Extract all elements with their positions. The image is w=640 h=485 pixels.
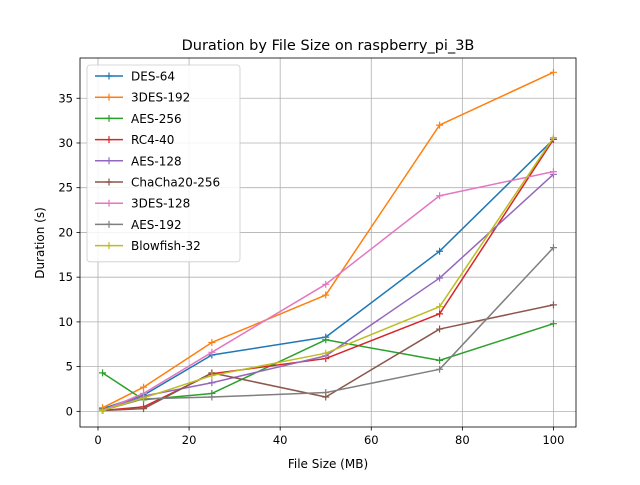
legend-marker <box>105 72 113 80</box>
data-point-marker <box>549 168 557 176</box>
data-point-marker <box>436 325 444 333</box>
y-tick-label: 15 <box>58 270 73 284</box>
legend-marker <box>105 199 113 207</box>
y-tick-label: 5 <box>66 360 73 374</box>
legend-label: ChaCha20-256 <box>131 176 220 190</box>
legend-marker <box>105 157 113 165</box>
data-point-marker <box>436 247 444 255</box>
legend-item: Blowfish-32 <box>95 239 201 253</box>
legend: DES-64 3DES-192 AES-256 RC4-40 AES-128 ChaCha… <box>86 64 241 263</box>
data-point-marker <box>322 336 330 344</box>
y-tick-label: 10 <box>58 315 73 329</box>
series-line-chacha20-256 <box>102 304 554 412</box>
legend-marker <box>105 93 113 101</box>
y-tick-label: 20 <box>58 225 73 239</box>
legend-marker <box>105 136 113 144</box>
series-line-3des-128 <box>102 170 554 412</box>
legend-item: ChaCha20-256 <box>95 176 220 190</box>
legend-marker <box>105 220 113 228</box>
data-point-marker <box>322 389 330 397</box>
x-tick-label: 40 <box>273 433 288 447</box>
data-point-marker <box>549 244 557 252</box>
x-tick-label: 100 <box>542 433 564 447</box>
data-point-marker <box>99 406 107 414</box>
data-point-marker <box>322 349 330 357</box>
data-point-marker <box>322 291 330 299</box>
data-point-marker <box>140 405 148 413</box>
legend-label: AES-128 <box>131 154 182 168</box>
legend-label: RC4-40 <box>131 133 174 147</box>
legend-label: DES-64 <box>131 70 175 84</box>
axis-ticks: 0 20 40 60 80 100 0 5 10 15 20 25 30 35 <box>58 91 564 447</box>
legend-item: 3DES-192 <box>95 91 190 105</box>
data-point-marker <box>549 301 557 309</box>
data-point-marker <box>208 379 216 387</box>
y-tick-label: 25 <box>58 181 73 195</box>
legend-label: Blowfish-32 <box>131 239 201 253</box>
y-tick-label: 35 <box>58 91 73 105</box>
legend-label: AES-192 <box>131 218 182 232</box>
y-tick-label: 30 <box>58 136 73 150</box>
data-point-marker <box>436 365 444 373</box>
legend-box <box>86 64 241 263</box>
series-blowfish-32 <box>99 134 557 414</box>
legend-item: RC4-40 <box>95 133 174 147</box>
data-point-marker <box>140 383 148 391</box>
data-point-marker <box>549 68 557 76</box>
series-lines <box>99 68 557 414</box>
data-point-marker <box>549 134 557 142</box>
legend-marker <box>105 114 113 122</box>
data-point-marker <box>436 274 444 282</box>
data-point-marker <box>140 394 148 402</box>
legend-item: AES-192 <box>95 218 182 232</box>
series-line-aes-128 <box>102 173 554 412</box>
data-point-marker <box>208 372 216 380</box>
x-tick-label: 80 <box>455 433 470 447</box>
plot-frame <box>79 57 577 428</box>
legend-item: AES-128 <box>95 154 182 168</box>
series-line-blowfish-32 <box>102 137 555 412</box>
x-tick-label: 60 <box>364 433 379 447</box>
x-tick-label: 0 <box>94 433 101 447</box>
legend-marker <box>105 242 113 250</box>
x-axis-label: File Size (MB) <box>288 457 368 471</box>
data-point-marker <box>436 121 444 129</box>
data-point-marker <box>436 303 444 311</box>
data-point-marker <box>208 338 216 346</box>
data-point-marker <box>99 369 107 377</box>
data-point-marker <box>436 356 444 364</box>
legend-item: 3DES-128 <box>95 197 190 211</box>
y-tick-label: 0 <box>66 404 73 418</box>
x-tick-label: 20 <box>182 433 197 447</box>
data-point-marker <box>322 280 330 288</box>
legend-label: 3DES-128 <box>131 197 190 211</box>
legend-item: DES-64 <box>95 70 175 84</box>
series-line-des-64 <box>102 138 554 410</box>
legend-label: 3DES-192 <box>131 91 190 105</box>
legend-marker <box>105 178 113 186</box>
legend-item: AES-256 <box>95 112 182 126</box>
data-point-marker <box>549 320 557 328</box>
data-point-marker <box>436 310 444 318</box>
data-point-marker <box>436 192 444 200</box>
data-point-marker <box>208 348 216 356</box>
chart-title: Duration by File Size on raspberry_pi_3B <box>182 38 475 54</box>
y-axis-label: Duration (s) <box>33 207 47 279</box>
legend-label: AES-256 <box>131 112 182 126</box>
series-line-rc4-40 <box>102 138 555 412</box>
data-point-marker <box>208 393 216 401</box>
